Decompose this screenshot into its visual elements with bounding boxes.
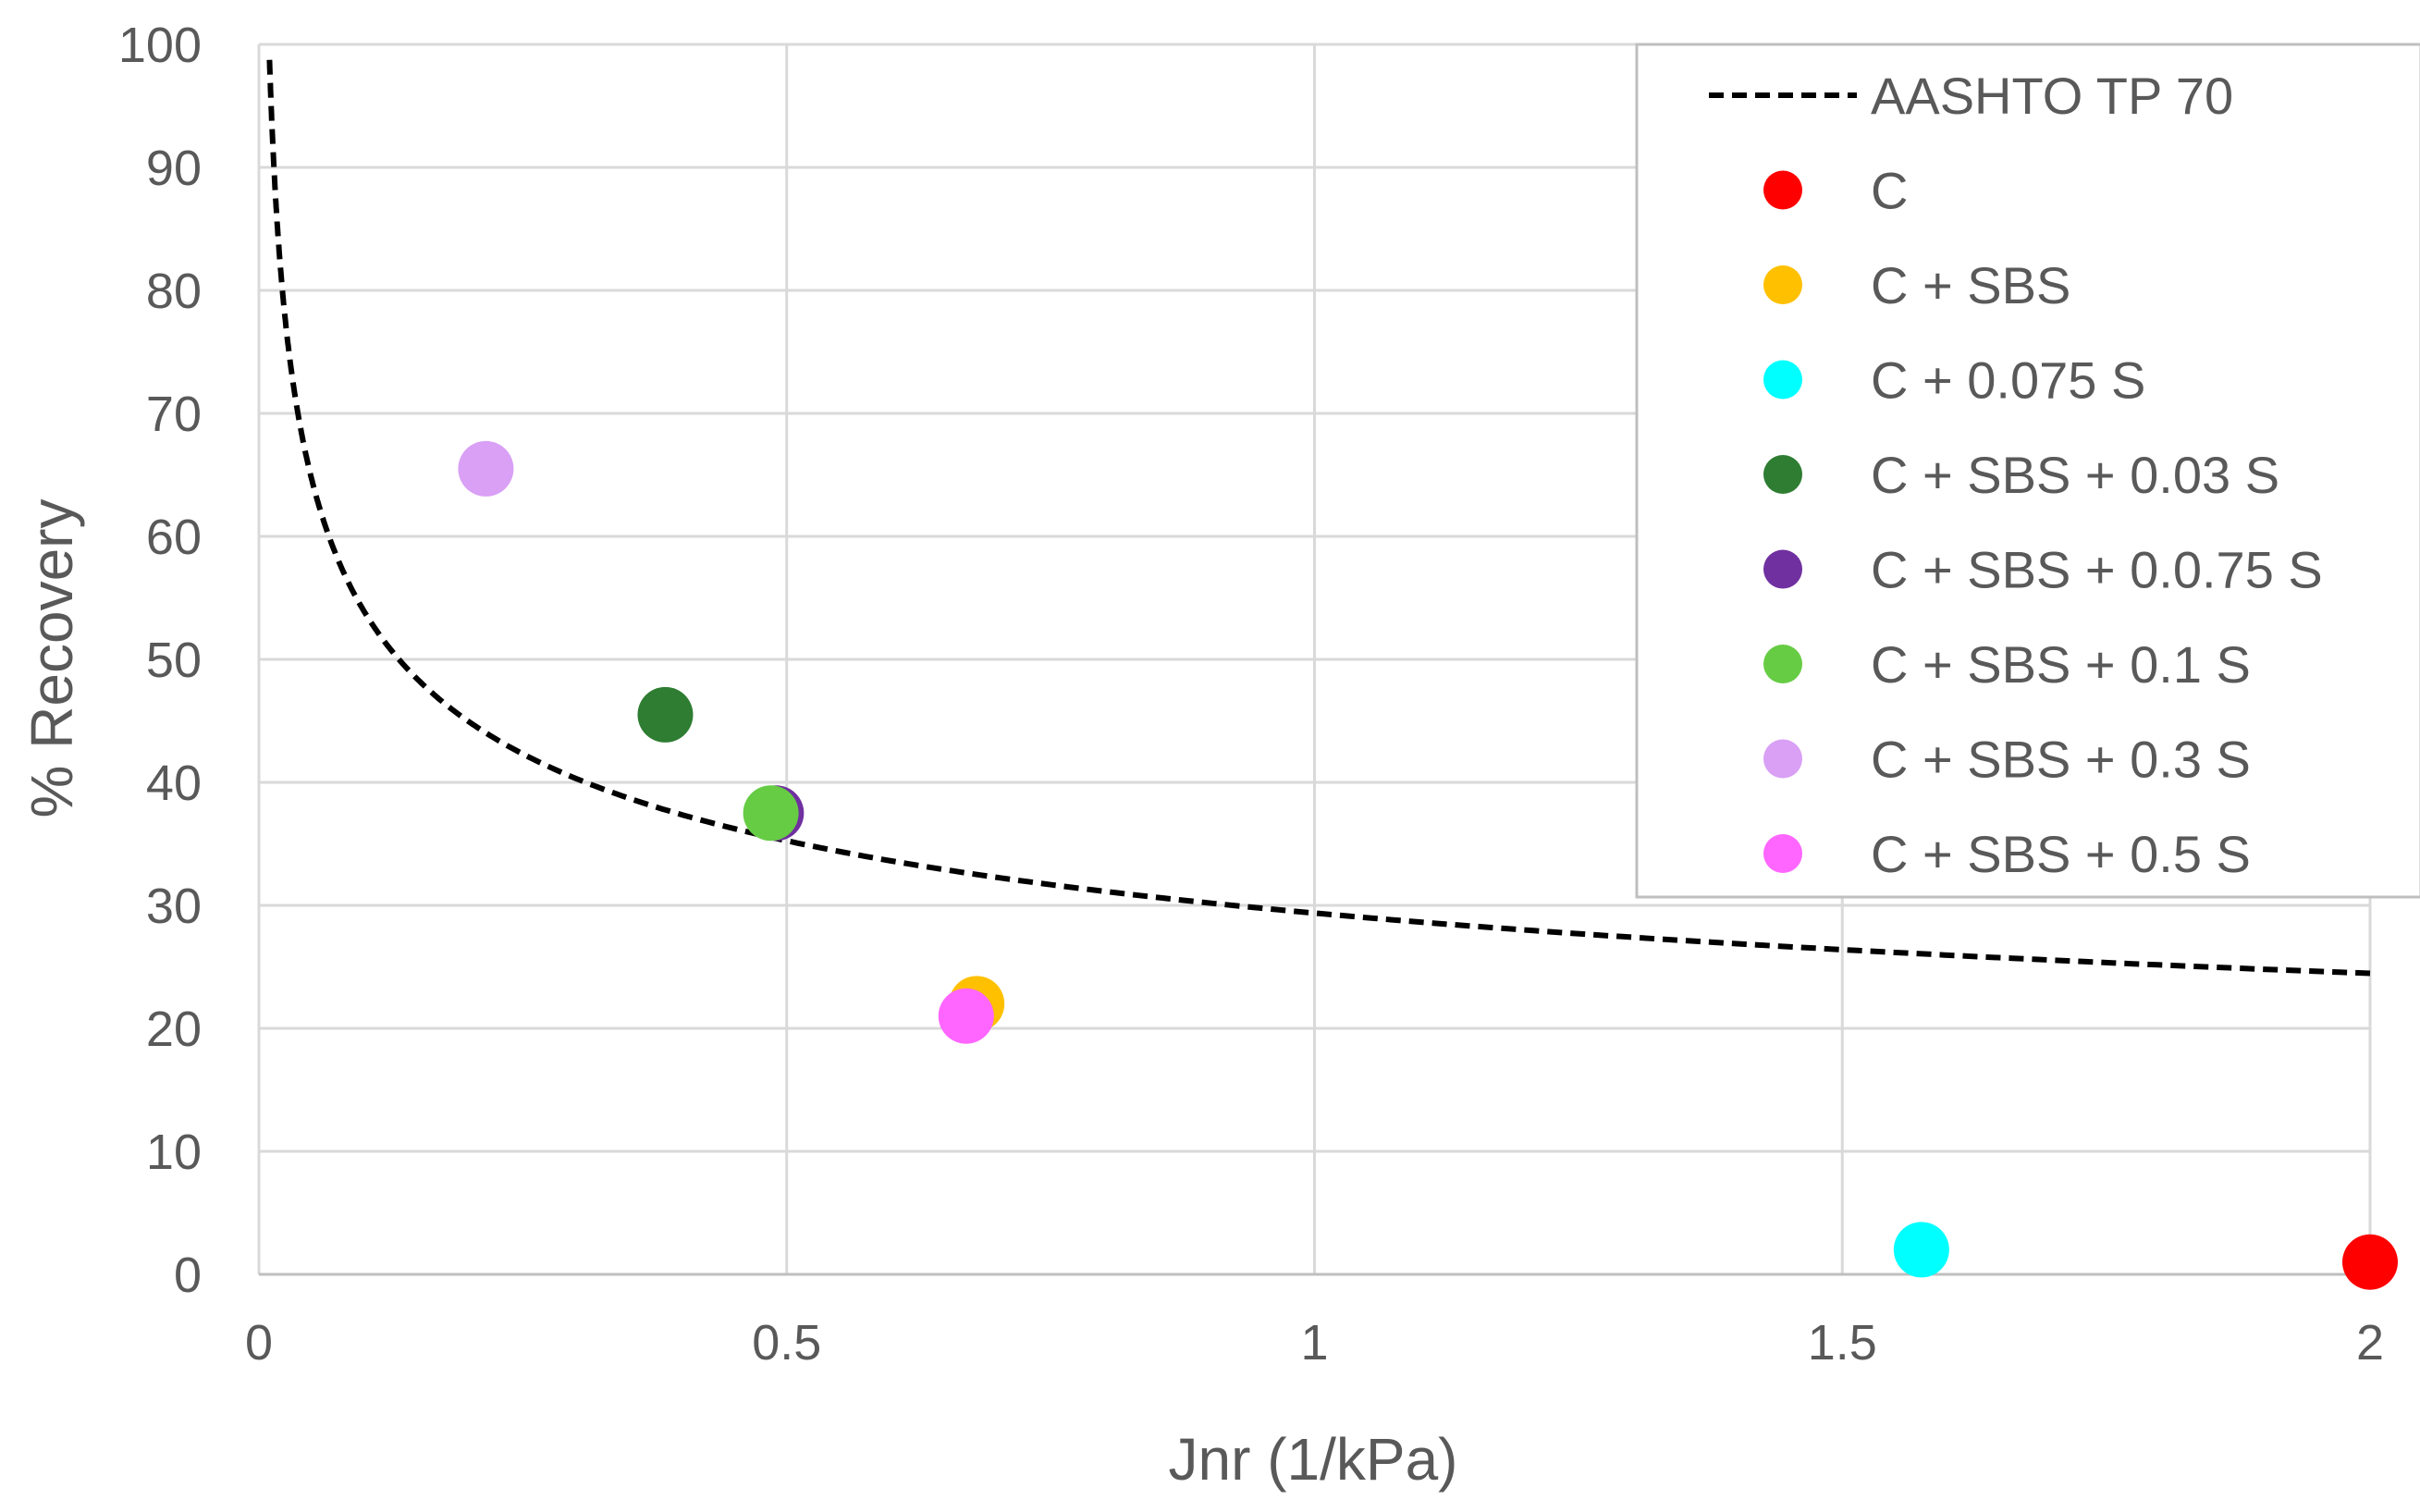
legend-entry-c-sbs: C + SBS: [1763, 256, 2070, 314]
y-axis-title: % Recovery: [18, 499, 85, 818]
point-c-0-075-s: [1893, 1222, 1949, 1278]
x-tick-label: 0: [245, 1315, 273, 1371]
legend-entry-c-sbs-0-5-s: C + SBS + 0.5 S: [1763, 825, 2251, 883]
legend-marker: [1763, 739, 1802, 779]
x-tick-label: 1: [1300, 1315, 1328, 1371]
legend-marker: [1763, 834, 1802, 873]
point-c-sbs-0-3-s: [458, 440, 514, 497]
legend-marker: [1763, 265, 1802, 304]
legend-marker: [1763, 645, 1802, 683]
legend-marker: [1763, 360, 1802, 400]
legend-marker: [1763, 455, 1802, 494]
point-c-sbs-0-5-s: [938, 988, 994, 1044]
legend-entry-c-0-075-s: C + 0.075 S: [1763, 351, 2145, 410]
y-tick-label: 50: [146, 633, 202, 688]
y-tick-label: 20: [146, 1002, 202, 1057]
point-c-sbs-0-1-s: [743, 785, 799, 842]
legend: AASHTO TP 70 C C + SBS C + 0.075 S C + SBS +…: [1635, 43, 2420, 899]
y-tick-label: 10: [146, 1125, 202, 1180]
legend-marker: [1763, 549, 1802, 589]
legend-marker: [1763, 170, 1802, 210]
axes: [257, 44, 2370, 1276]
y-tick-label: 40: [146, 756, 202, 811]
legend-label: C + SBS: [1871, 256, 2070, 314]
legend-label: AASHTO TP 70: [1871, 67, 2233, 125]
legend-entry-c-sbs-0-3-s: C + SBS + 0.3 S: [1763, 731, 2251, 789]
legend-entry-c-sbs-0-1-s: C + SBS + 0.1 S: [1763, 635, 2251, 694]
x-axis-title: Jnr (1/kPa): [1169, 1426, 1458, 1493]
legend-label: C + SBS + 0.3 S: [1871, 731, 2251, 789]
x-tick-label: 0.5: [752, 1315, 821, 1371]
legend-entry-aashto-tp-70: AASHTO TP 70: [1709, 67, 2233, 125]
legend-entry-c: C: [1763, 162, 1908, 220]
point-c-sbs-0-03-s: [637, 686, 694, 743]
point-c: [2342, 1234, 2398, 1290]
legend-label: C + SBS + 0.5 S: [1871, 825, 2251, 883]
data-points: [458, 440, 2398, 1290]
x-tick-label: 1.5: [1808, 1315, 1877, 1371]
legend-entry-c-sbs-0-03-s: C + SBS + 0.03 S: [1763, 446, 2279, 504]
y-tick-label: 70: [146, 387, 202, 442]
y-tick-label: 0: [174, 1248, 202, 1303]
aashto-tp70-curve: [266, 59, 2371, 977]
x-tick-label: 2: [2356, 1315, 2384, 1371]
legend-label: C + 0.075 S: [1871, 351, 2145, 410]
legend-label: C + SBS + 0.1 S: [1871, 635, 2251, 694]
y-tick-label: 30: [146, 879, 202, 934]
y-tick-label: 90: [146, 141, 202, 196]
legend-label: C + SBS + 0.0.75 S: [1871, 541, 2323, 599]
legend-label: C: [1871, 162, 1908, 220]
aashto-curve-layer: [266, 59, 2371, 977]
legend-label: C + SBS + 0.03 S: [1871, 446, 2279, 504]
y-tick-label: 80: [146, 264, 202, 319]
y-tick-label: 60: [146, 510, 202, 565]
legend-entry-c-sbs-0-0-75-s: C + SBS + 0.0.75 S: [1763, 541, 2323, 599]
tick-labels: 0 10 20 30 40 50 60 70 80 90 100 0 0.5 1 1.5 2: [118, 18, 2384, 1371]
y-tick-label: 100: [118, 18, 202, 73]
